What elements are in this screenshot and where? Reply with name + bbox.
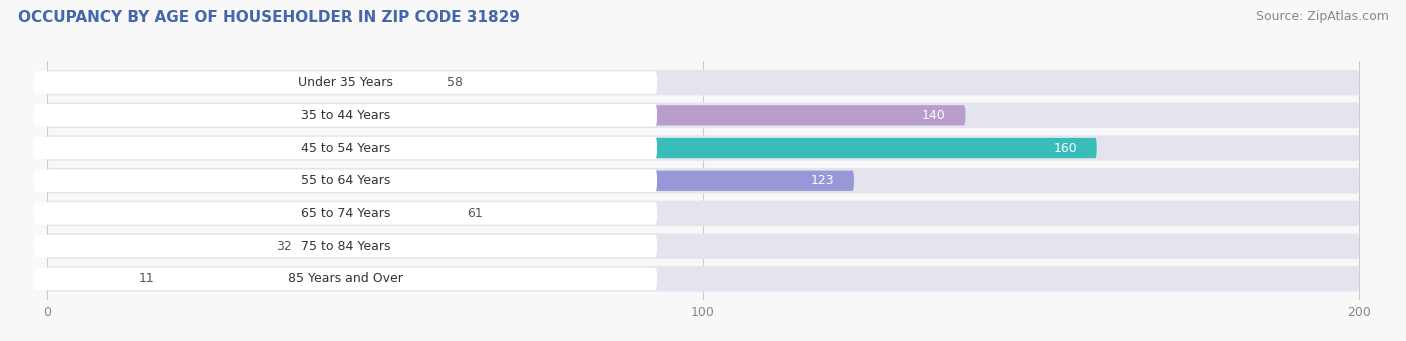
Text: 85 Years and Over: 85 Years and Over: [288, 272, 404, 285]
FancyBboxPatch shape: [46, 269, 120, 289]
Text: 58: 58: [447, 76, 463, 89]
FancyBboxPatch shape: [46, 236, 257, 256]
Text: 65 to 74 Years: 65 to 74 Years: [301, 207, 389, 220]
FancyBboxPatch shape: [46, 266, 1360, 292]
FancyBboxPatch shape: [46, 201, 1360, 226]
FancyBboxPatch shape: [34, 235, 657, 257]
FancyBboxPatch shape: [34, 137, 657, 159]
Text: 32: 32: [277, 240, 292, 253]
FancyBboxPatch shape: [46, 70, 1360, 95]
Text: 123: 123: [811, 174, 834, 187]
Text: 45 to 54 Years: 45 to 54 Years: [301, 142, 389, 154]
Text: 160: 160: [1053, 142, 1077, 154]
FancyBboxPatch shape: [34, 169, 657, 192]
Text: 55 to 64 Years: 55 to 64 Years: [301, 174, 389, 187]
Text: 75 to 84 Years: 75 to 84 Years: [301, 240, 389, 253]
FancyBboxPatch shape: [34, 71, 657, 94]
FancyBboxPatch shape: [34, 202, 657, 225]
Text: 35 to 44 Years: 35 to 44 Years: [301, 109, 389, 122]
Text: Under 35 Years: Under 35 Years: [298, 76, 392, 89]
FancyBboxPatch shape: [46, 105, 966, 125]
FancyBboxPatch shape: [46, 168, 1360, 193]
Text: OCCUPANCY BY AGE OF HOUSEHOLDER IN ZIP CODE 31829: OCCUPANCY BY AGE OF HOUSEHOLDER IN ZIP C…: [18, 10, 520, 25]
Text: 61: 61: [467, 207, 482, 220]
FancyBboxPatch shape: [46, 233, 1360, 259]
FancyBboxPatch shape: [46, 135, 1360, 161]
FancyBboxPatch shape: [46, 73, 427, 93]
FancyBboxPatch shape: [34, 104, 657, 127]
FancyBboxPatch shape: [34, 268, 657, 290]
FancyBboxPatch shape: [46, 103, 1360, 128]
Text: 140: 140: [922, 109, 946, 122]
FancyBboxPatch shape: [46, 203, 447, 224]
FancyBboxPatch shape: [46, 170, 853, 191]
Text: Source: ZipAtlas.com: Source: ZipAtlas.com: [1256, 10, 1389, 23]
Text: 11: 11: [139, 272, 155, 285]
FancyBboxPatch shape: [46, 138, 1097, 158]
